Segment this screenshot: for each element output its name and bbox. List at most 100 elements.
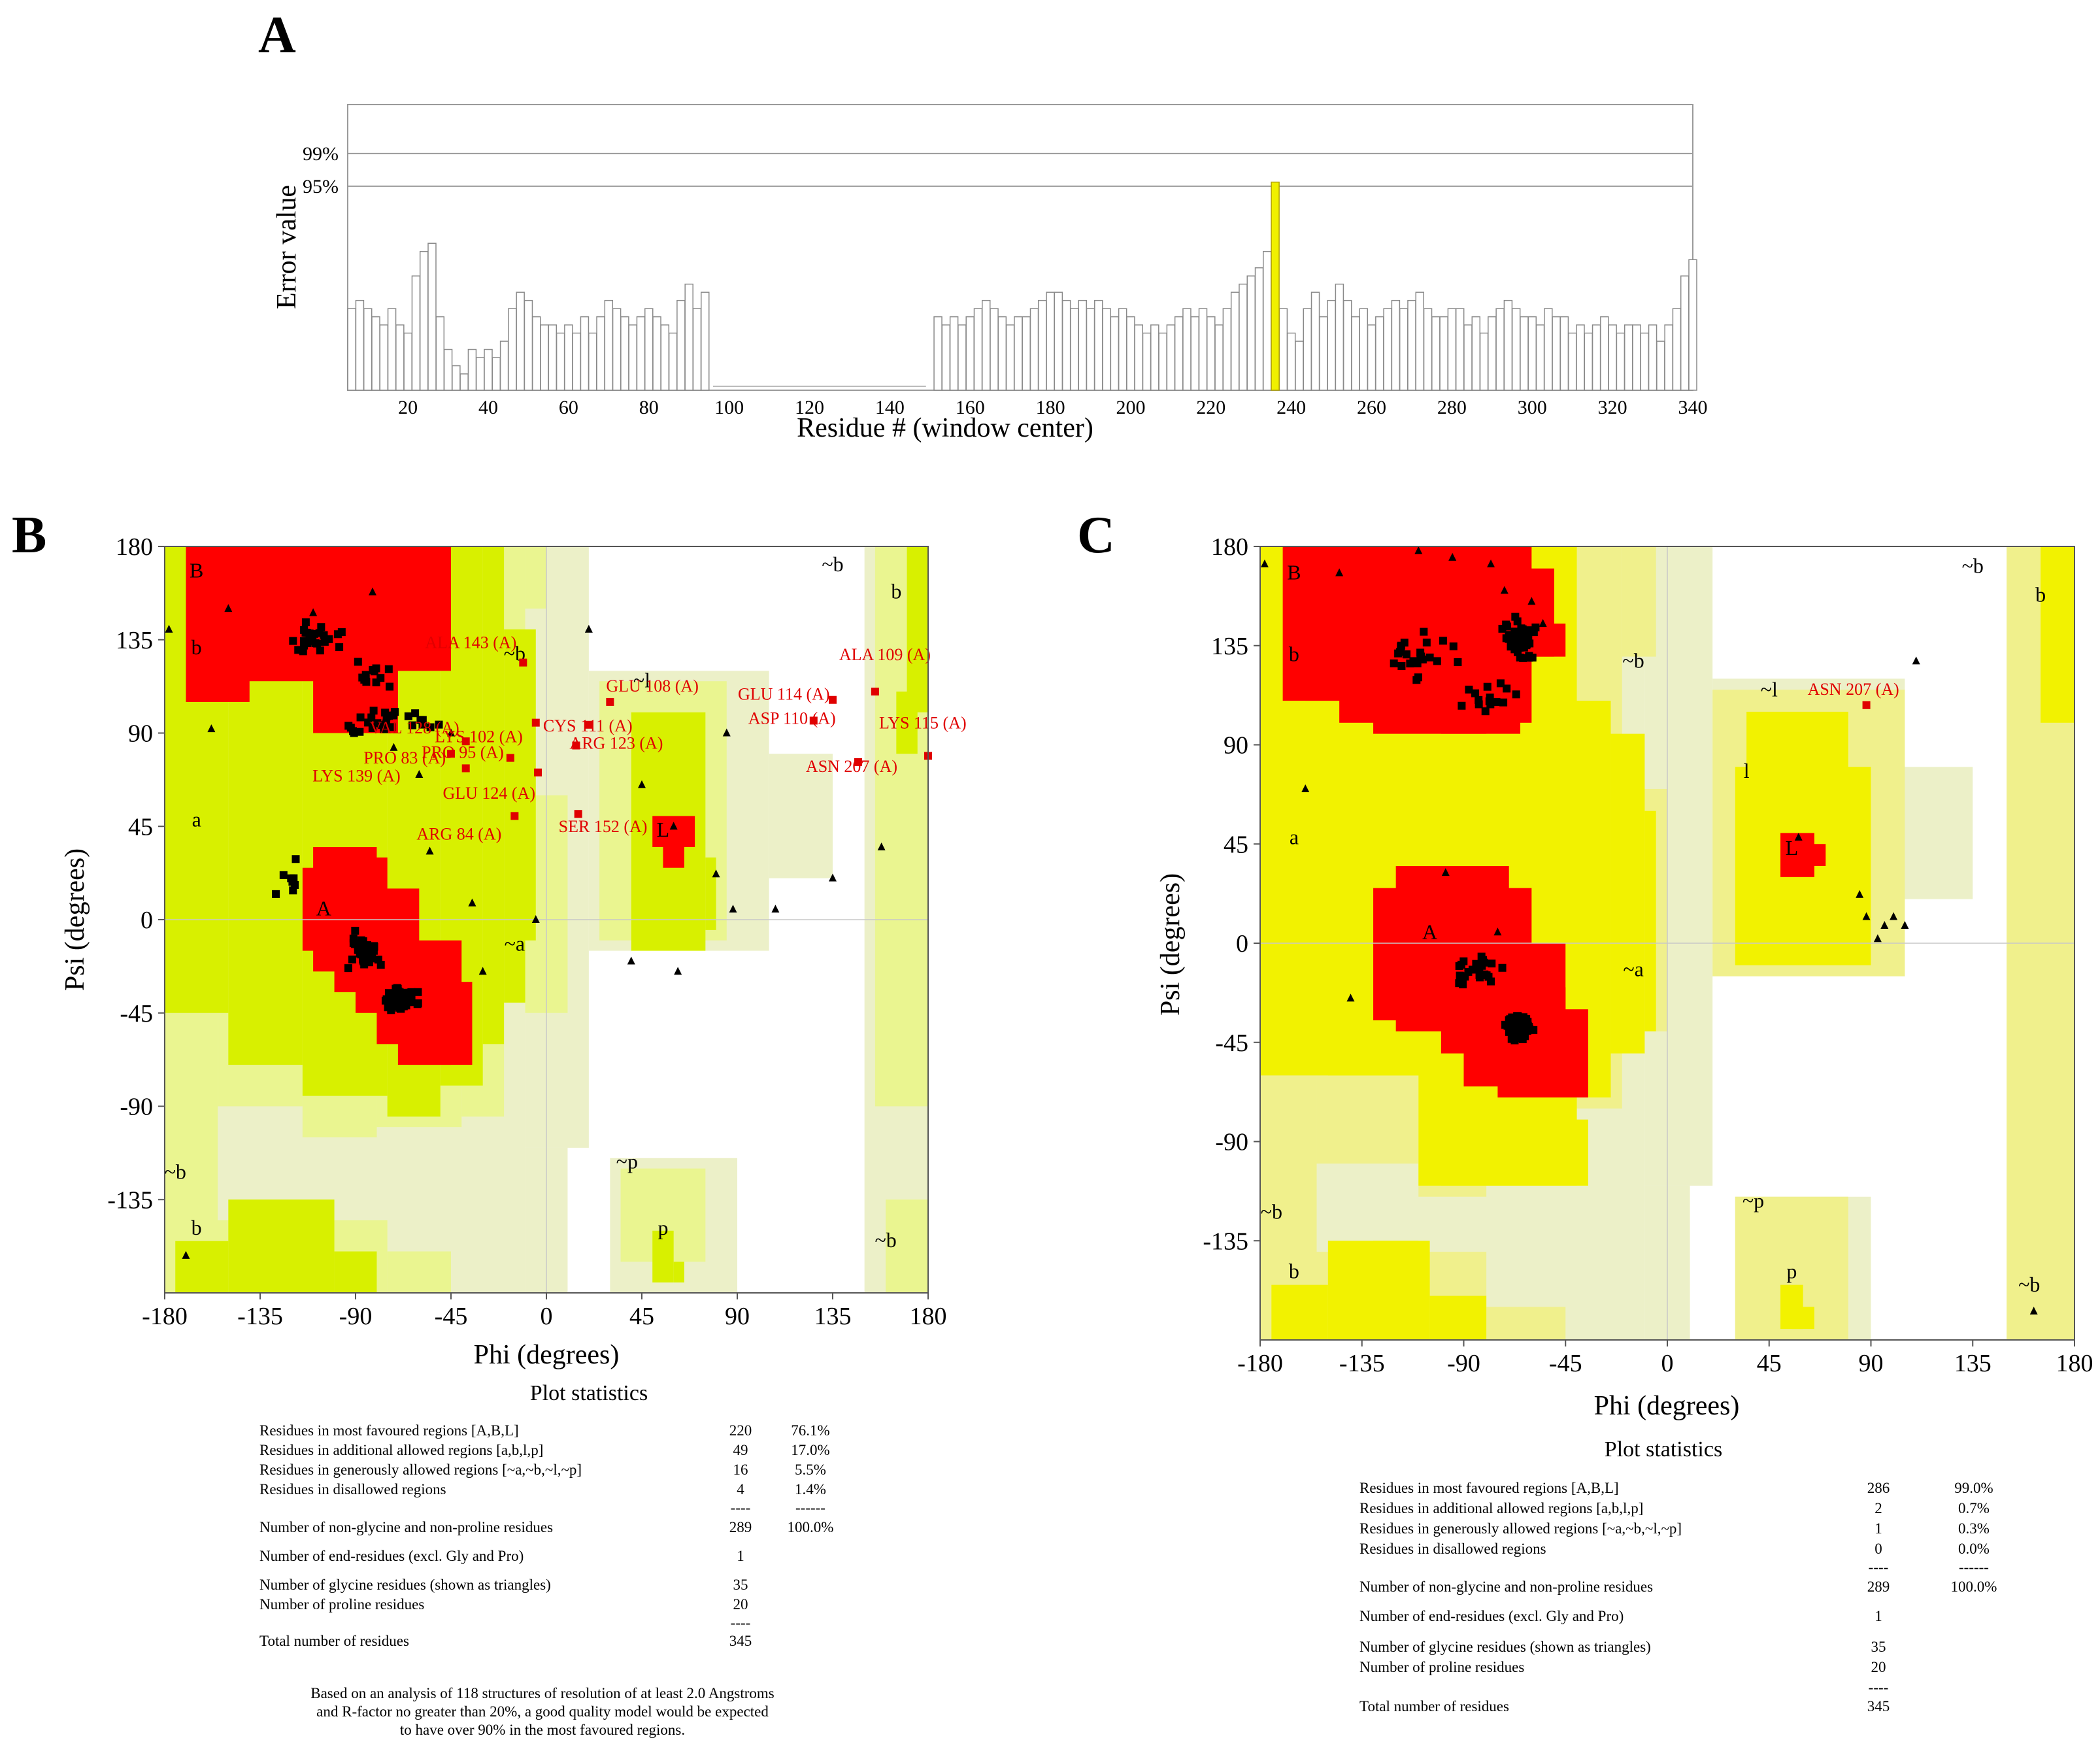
error-bar — [355, 299, 365, 391]
region-labels-c: Bb a A ~b ~b ~a ~l l L ~p p ~b b ~b b — [1261, 554, 2046, 1295]
region-label: ~b — [822, 552, 843, 576]
error-bar — [1126, 316, 1135, 391]
error-bar — [531, 316, 541, 391]
error-x-tick: 200 — [1116, 397, 1145, 418]
residue-point — [391, 708, 399, 716]
axis-ticks-b: -180 -135 -90 -45 0 45 90 135 180 180 135 90 45 0 -45 -… — [107, 533, 946, 1330]
error-bar — [516, 292, 525, 391]
region-label: L — [1786, 836, 1799, 860]
residue-point — [426, 723, 435, 731]
stat-label: Residues in disallowed regions — [1359, 1541, 1546, 1557]
error-bar — [1207, 316, 1216, 391]
residue-points-c — [1260, 546, 2038, 1315]
region-label: p — [658, 1216, 668, 1239]
residue-point — [359, 942, 368, 950]
glycine-point — [1873, 934, 1882, 943]
outlier-label: ASP 110 (A) — [748, 709, 836, 727]
error-bar — [1463, 324, 1473, 391]
error-x-tick: 220 — [1196, 397, 1225, 418]
residue-point — [356, 713, 365, 722]
error-bar — [1415, 292, 1425, 391]
panel-a: A 99% 95% 20 40 60 80 100 120 140 160 180 200 220 24… — [258, 7, 1708, 443]
stat-label: Residues in most favoured regions [A,B,L… — [1359, 1480, 1619, 1496]
glycine-point — [309, 608, 318, 616]
error-bar — [1286, 332, 1296, 391]
error-x-tick: 40 — [478, 397, 498, 418]
stat-percent: 100.0% — [1951, 1579, 1997, 1595]
glycine-point — [1527, 597, 1536, 605]
residue-point — [1397, 643, 1405, 651]
outlier-point — [606, 697, 614, 706]
stat-count: 16 — [733, 1462, 748, 1478]
outlier-label: VAL 128 (A) — [369, 718, 459, 737]
error-bar — [443, 348, 453, 391]
error-bar — [475, 357, 485, 391]
stat-label: Residues in disallowed regions — [259, 1481, 446, 1497]
region-additional-allowed — [228, 1199, 335, 1293]
residue-point — [1499, 698, 1508, 707]
x-tick-label: 45 — [629, 1303, 654, 1330]
error-bar — [508, 308, 517, 391]
error-bar — [347, 308, 356, 391]
panel-letter-c: C — [1077, 507, 1115, 564]
error-bar — [1110, 316, 1120, 391]
error-x-axis-title: Residue # (window center) — [797, 413, 1093, 443]
stat-percent: ------ — [795, 1499, 825, 1516]
error-bar — [1495, 308, 1505, 391]
error-bar — [1399, 308, 1408, 391]
glycine-point — [1794, 833, 1803, 841]
region-label: B — [1287, 561, 1301, 584]
glycine-point — [1901, 921, 1909, 929]
stat-label: Residues in generously allowed regions [… — [259, 1462, 582, 1478]
outlier-label: ASN 207 (A) — [1808, 680, 1899, 699]
residue-point — [1458, 701, 1466, 710]
panel-letter-b: B — [12, 507, 46, 564]
residue-points-b — [165, 587, 886, 1259]
residue-point — [1514, 648, 1522, 656]
region-label: ~a — [1623, 958, 1644, 981]
error-bar — [1142, 332, 1152, 391]
error-bars — [347, 181, 1697, 391]
error-bar — [1559, 316, 1569, 391]
x-tick-label: 135 — [1954, 1350, 1992, 1377]
region-additional-allowed — [1792, 1307, 1814, 1329]
glycine-point — [712, 869, 720, 878]
stat-percent: 76.1% — [791, 1422, 829, 1439]
residue-point — [1403, 650, 1411, 659]
error-bar — [1640, 332, 1650, 391]
glycine-point — [447, 728, 455, 737]
error-bar — [556, 332, 565, 391]
error-bar — [1054, 292, 1063, 391]
outlier-label: CYS 111 (A) — [543, 716, 633, 735]
glycine-point — [425, 846, 434, 855]
outlier-label: PRO 95 (A) — [422, 743, 504, 762]
region-additional-allowed — [652, 1230, 674, 1283]
y-tick-label: 0 — [1236, 930, 1248, 958]
glycine-point — [1856, 890, 1864, 898]
error-bar — [1335, 283, 1344, 391]
residue-point — [370, 667, 378, 676]
region-label: L — [657, 818, 670, 841]
region-additional-allowed — [504, 629, 536, 941]
outlier-point — [871, 688, 879, 696]
error-bar — [1342, 299, 1352, 391]
region-additional-allowed — [1441, 1119, 1588, 1186]
residue-point — [1503, 1022, 1512, 1030]
error-x-tick: 300 — [1518, 397, 1547, 418]
residue-point — [380, 723, 388, 731]
error-bar — [580, 316, 590, 391]
error-y-axis-title: Error value — [272, 185, 302, 309]
residue-point — [317, 623, 325, 631]
residue-point — [1518, 1031, 1526, 1039]
region-additional-allowed — [1373, 1241, 1419, 1274]
error-x-tick: 160 — [956, 397, 985, 418]
error-x-tick: 240 — [1276, 397, 1306, 418]
error-bar — [1222, 308, 1232, 391]
stat-count: ---- — [1869, 1559, 1889, 1575]
residue-point — [1483, 682, 1492, 691]
outlier-label: SER 152 (A) — [559, 817, 648, 836]
glycine-point — [729, 905, 737, 913]
error-bar — [499, 341, 509, 391]
region-label: ~b — [1962, 554, 1984, 577]
